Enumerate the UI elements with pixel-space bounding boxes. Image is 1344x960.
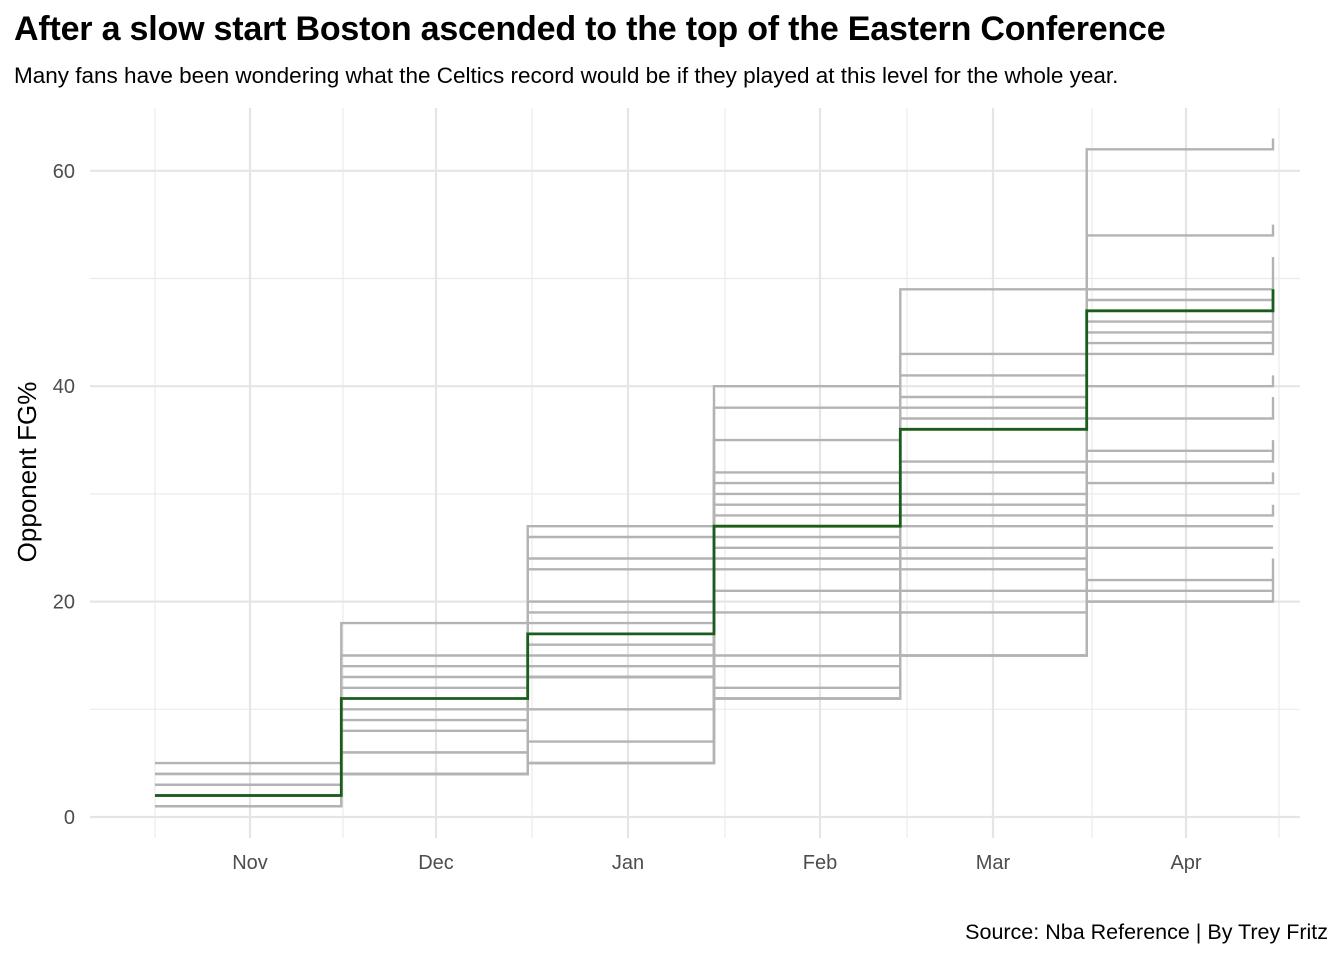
series-line-1 [155,138,1275,765]
series-line-2 [155,224,1275,776]
y-tick-label-1: 20 [53,592,75,614]
series-layer [155,138,1275,808]
chart-title: After a slow start Boston ascended to th… [14,10,1166,48]
axis-layer: 0 20 40 60 Nov Dec Jan Feb Mar Apr [53,161,1202,874]
chart-subtitle: Many fans have been wondering what the C… [14,63,1119,88]
x-tick-label-4: Mar [976,852,1011,874]
y-tick-label-2: 40 [53,376,75,398]
boston-series-line [155,289,1275,797]
y-axis-title: Opponent FG% [12,382,42,563]
x-tick-label-5: Apr [1170,852,1201,874]
grid-layer [90,108,1300,838]
series-line-4 [155,289,1275,797]
y-tick-label-0: 0 [64,807,75,829]
chart-caption: Source: Nba Reference | By Trey Fritz [965,920,1328,944]
y-tick-label-3: 60 [53,161,75,183]
x-tick-label-3: Feb [803,852,837,874]
x-tick-label-0: Nov [232,852,268,874]
x-tick-label-1: Dec [418,852,454,874]
series-line-3 [155,257,1275,786]
x-tick-label-2: Jan [612,852,644,874]
